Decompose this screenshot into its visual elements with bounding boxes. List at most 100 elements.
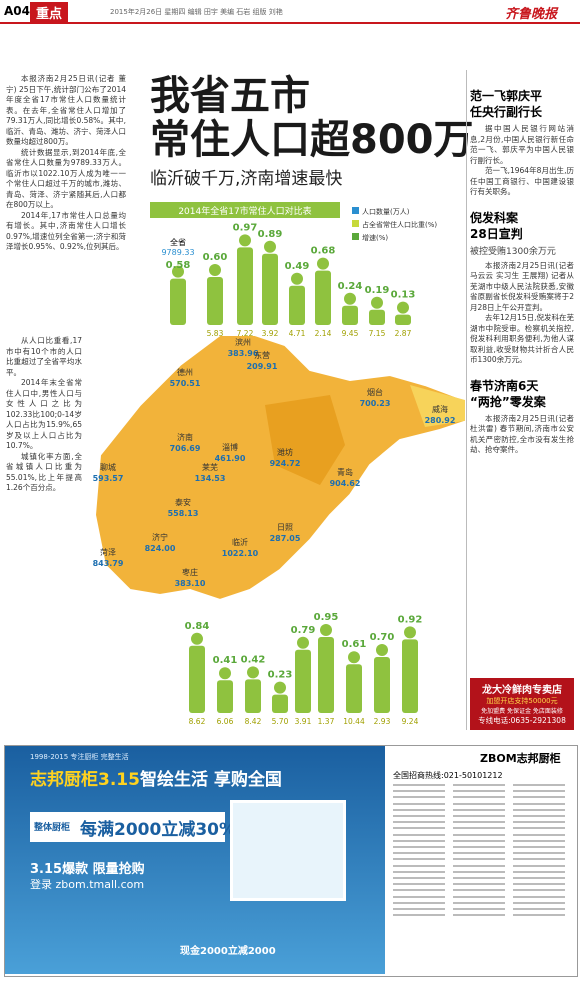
map [93, 334, 465, 602]
dealer-line [453, 883, 505, 886]
city-name: 泰安 [175, 497, 191, 507]
figure-head [397, 301, 409, 314]
dealer-line [453, 790, 505, 793]
dealer-line [453, 839, 505, 842]
legend-label: 占全省常住人口比重(%) [362, 220, 437, 229]
figure-head [371, 296, 383, 309]
figure-head [344, 292, 356, 305]
figure-head [348, 651, 360, 664]
dealer-line [393, 796, 445, 799]
share-label: 5.83 [207, 329, 224, 338]
dealer-line [393, 833, 445, 836]
page-number: A04 [4, 4, 30, 18]
city-population: 706.69 [170, 444, 201, 453]
figure-body [245, 679, 261, 713]
dealer-line [513, 870, 565, 873]
figure-body [395, 314, 411, 325]
figure-body [315, 270, 331, 325]
figure-head [404, 626, 416, 639]
growth-label: 0.97 [233, 222, 258, 233]
city-name: 滨州 [235, 337, 251, 347]
side-body: 本报济南2月25日讯(记者 杜洪雷) 春节期间,济南市公安机关严密防控,全市没有… [470, 414, 574, 456]
city-population: 383.96 [228, 349, 259, 358]
dealer-line [393, 877, 445, 879]
dealer-line [453, 852, 505, 855]
share-label: 2.14 [315, 329, 332, 338]
figure-head [209, 264, 221, 276]
growth-label: 0.24 [338, 281, 363, 292]
share-label: 3.92 [262, 329, 279, 338]
subheadline: 临沂破千万,济南增速最快 [150, 169, 343, 189]
growth-label: 0.19 [365, 285, 390, 296]
map-region [265, 395, 345, 485]
city-name: 潍坊 [277, 447, 293, 457]
city-name: 济宁 [152, 532, 168, 542]
figure-head [376, 644, 388, 656]
figure-head [239, 234, 251, 247]
growth-label: 0.13 [391, 290, 416, 301]
dealer-line [393, 802, 445, 805]
figure-body [318, 637, 334, 713]
paragraph: 2014年,17市常住人口总量均有增长。其中,济南常住人口增长0.97%,增速位… [6, 210, 126, 252]
dealer-line [393, 790, 445, 793]
figure-body [346, 664, 362, 713]
side-body: 据中国人民银行网站消息,2月份,中国人民银行新任命范一飞、郭庆平为中国人民银行副… [470, 124, 574, 198]
small-ad: 龙大冷鲜肉专卖店 加盟开店支持50000元 免加盟费 免保证金 免店面装修 专线… [470, 678, 574, 730]
dealer-line [453, 895, 505, 898]
city-name: 日照 [277, 523, 293, 532]
ad-line: 加盟开店支持50000元 [486, 697, 558, 705]
paragraph: 本报济南2月25日讯(记者 杜洪雷) 春节期间,济南市公安机关严密防控,全市没有… [470, 413, 574, 455]
figure-body [369, 309, 385, 325]
city-population: 924.72 [270, 459, 301, 468]
dealer-line [513, 827, 565, 830]
side-title: 范一飞郭庆平 [470, 89, 543, 103]
share-label: 1.37 [318, 717, 335, 726]
share-label: 8.62 [189, 717, 206, 726]
paragraph: 去年12月15日,倪发科在芜湖市中院受审。检察机关指控,倪发科利用职务便利,为他… [470, 313, 574, 364]
growth-label: 0.70 [370, 632, 395, 643]
dealer-line [453, 808, 505, 811]
figure-head [247, 666, 259, 679]
side-title: “两抢”零发案 [470, 394, 546, 409]
dealer-line [453, 833, 505, 836]
dealer-line [513, 802, 565, 805]
map-region [410, 385, 465, 427]
dealer-line [393, 808, 445, 811]
city-population: 209.91 [247, 362, 278, 371]
side-body: 本报济南2月25日讯(记者 马云云 实习生 王展翔) 记者从芜湖市中级人民法院获… [470, 261, 574, 366]
figure-head [291, 272, 303, 285]
dealer-line [453, 827, 505, 830]
dealer-line [453, 815, 505, 817]
city-name: 淄博 [222, 442, 238, 452]
side-sub: 被控受贿1300余万元 [470, 246, 556, 257]
growth-label: 0.42 [241, 654, 266, 665]
side-article: 春节济南6天 “两抢”零发案 本报济南2月25日讯(记者 杜洪雷) 春节期间,济南市… [470, 378, 574, 456]
figure-head [172, 265, 184, 278]
dealer-line [453, 864, 505, 867]
city-name: 青岛 [337, 467, 353, 477]
ad-name: 龙大冷鲜肉专卖店 [482, 685, 562, 696]
headline: 我省五市 常住人口超800万 [150, 74, 474, 162]
side-article: 范一飞郭庆平 任央行副行长据中国人民银行网站消息,2月份,中国人民银行新任命范一飞… [470, 88, 574, 198]
share-label: 8.42 [245, 717, 262, 726]
dealer-line [453, 901, 505, 904]
figure-body [207, 277, 223, 325]
legend-label: 增速(%) [362, 233, 388, 242]
growth-label: 0.23 [268, 670, 293, 681]
share-label: 7.15 [369, 329, 386, 338]
promo-box [30, 812, 225, 842]
dealer-line [393, 908, 445, 910]
dealer-line [393, 827, 445, 830]
city-population: 904.62 [330, 479, 361, 488]
side-title: 任央行副行长 [470, 105, 543, 119]
dealer-line [393, 870, 445, 873]
province-label: 全省 [170, 237, 186, 247]
city-name: 枣庄 [182, 567, 198, 577]
city-population: 570.51 [170, 379, 201, 388]
dealer-line [393, 839, 445, 842]
dealer-line [393, 901, 445, 904]
dealer-line [453, 858, 505, 861]
dealer-line [513, 864, 565, 867]
share-label: 6.06 [217, 717, 234, 726]
